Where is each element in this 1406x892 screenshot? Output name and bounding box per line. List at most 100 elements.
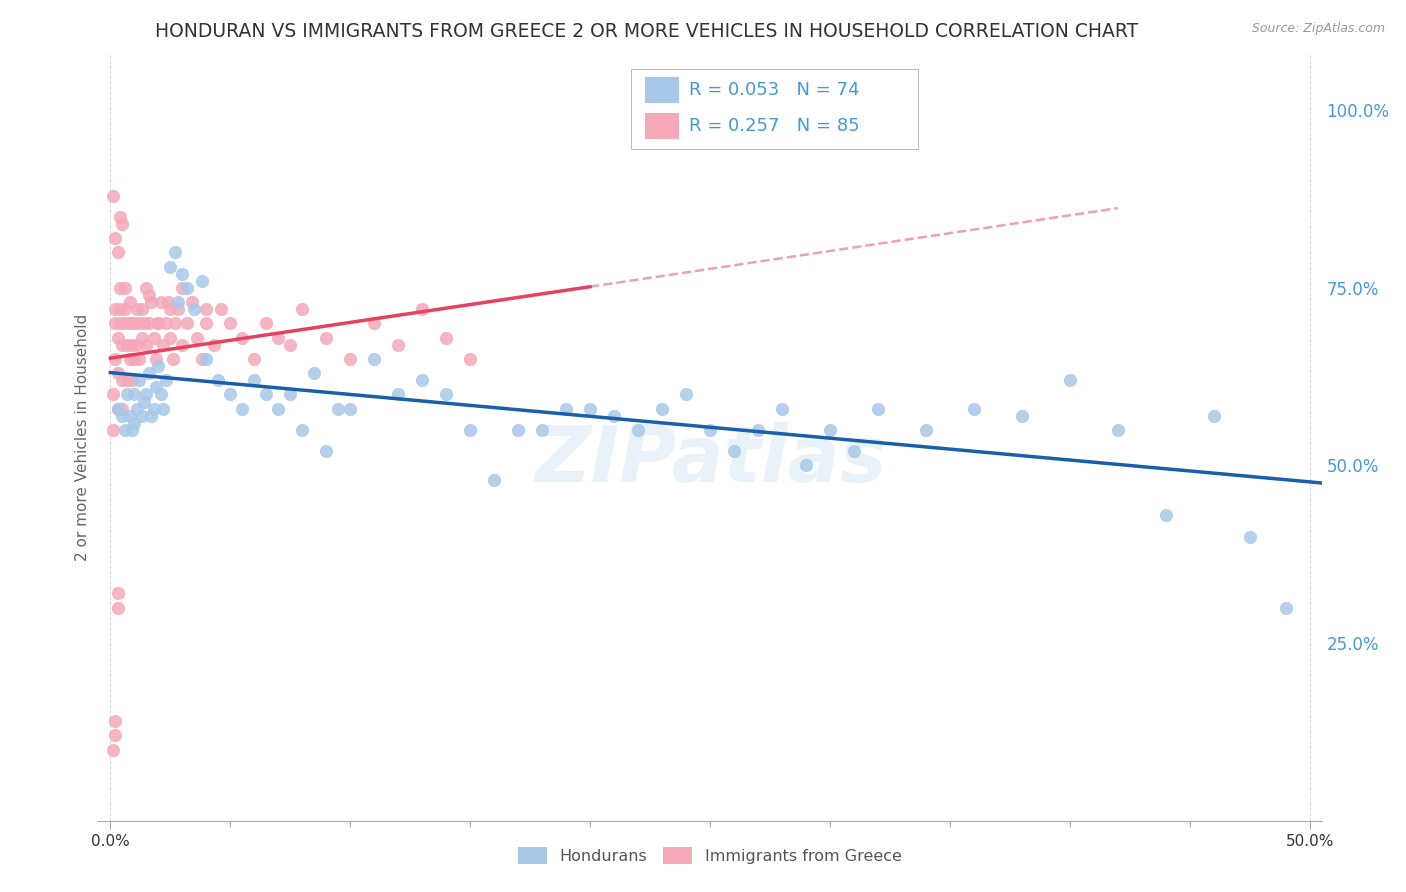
Point <box>124 317 146 331</box>
Point <box>114 423 136 437</box>
Point <box>101 742 124 756</box>
Text: ZIPatlas: ZIPatlas <box>534 422 886 498</box>
Bar <box>645 77 679 103</box>
Point <box>579 401 602 416</box>
Point <box>172 267 194 281</box>
Point <box>243 373 266 387</box>
Point <box>172 337 194 351</box>
Point <box>254 317 277 331</box>
Point <box>176 317 198 331</box>
Point <box>107 586 129 600</box>
Point <box>121 423 143 437</box>
Point <box>149 295 172 310</box>
Point <box>107 331 129 345</box>
Point <box>434 387 457 401</box>
Point <box>124 351 146 366</box>
Point <box>186 331 208 345</box>
Point <box>387 337 409 351</box>
Point <box>124 416 146 430</box>
Point <box>125 337 148 351</box>
Text: HONDURAN VS IMMIGRANTS FROM GREECE 2 OR MORE VEHICLES IN HOUSEHOLD CORRELATION C: HONDURAN VS IMMIGRANTS FROM GREECE 2 OR … <box>155 22 1139 41</box>
Point <box>114 281 136 295</box>
Point <box>181 295 204 310</box>
Point <box>747 423 769 437</box>
Point <box>328 401 350 416</box>
Point <box>166 295 188 310</box>
Point <box>104 317 127 331</box>
Point <box>156 295 179 310</box>
Point <box>411 373 433 387</box>
Point <box>107 245 129 260</box>
Point <box>118 317 141 331</box>
Point <box>118 409 141 423</box>
Point <box>152 401 174 416</box>
Point <box>508 423 530 437</box>
Point <box>115 387 138 401</box>
Point <box>138 288 160 302</box>
Point <box>387 387 409 401</box>
Point <box>770 401 793 416</box>
Point <box>627 423 650 437</box>
Point <box>118 351 141 366</box>
Point <box>1274 600 1296 615</box>
Point <box>108 302 131 317</box>
Point <box>141 295 163 310</box>
Point <box>107 401 129 416</box>
Point <box>111 337 134 351</box>
Point <box>165 245 187 260</box>
Point <box>219 317 242 331</box>
Point <box>132 394 155 409</box>
Point <box>315 331 337 345</box>
Point <box>278 387 301 401</box>
Point <box>339 401 361 416</box>
Point <box>794 458 817 473</box>
Point <box>121 337 143 351</box>
Point <box>219 387 242 401</box>
Point <box>148 359 170 373</box>
Point <box>135 387 157 401</box>
Bar <box>630 69 918 150</box>
Point <box>651 401 673 416</box>
Point <box>107 600 129 615</box>
Point <box>108 317 131 331</box>
Point <box>1202 409 1225 423</box>
Point <box>723 444 745 458</box>
Point <box>291 302 314 317</box>
Point <box>135 337 157 351</box>
Point <box>111 409 134 423</box>
Point <box>363 317 385 331</box>
Y-axis label: 2 or more Vehicles in Household: 2 or more Vehicles in Household <box>75 313 90 561</box>
Point <box>172 281 194 295</box>
Point <box>128 317 150 331</box>
Point <box>115 373 138 387</box>
Point <box>104 302 127 317</box>
Point <box>458 351 481 366</box>
Point <box>131 302 153 317</box>
Point <box>114 317 136 331</box>
Point <box>166 302 188 317</box>
Point <box>104 714 127 729</box>
Point <box>267 401 290 416</box>
Point <box>243 351 266 366</box>
Point <box>107 366 129 380</box>
Point <box>195 317 218 331</box>
Point <box>915 423 938 437</box>
Point <box>159 260 181 274</box>
Point <box>555 401 578 416</box>
Point <box>603 409 626 423</box>
Point <box>111 373 134 387</box>
Point <box>434 331 457 345</box>
Point <box>209 302 232 317</box>
Point <box>207 373 229 387</box>
Legend: Hondurans, Immigrants from Greece: Hondurans, Immigrants from Greece <box>512 841 908 871</box>
Point <box>132 317 155 331</box>
Point <box>108 281 131 295</box>
Point <box>148 317 170 331</box>
Point <box>131 409 153 423</box>
Point <box>115 337 138 351</box>
Point <box>138 317 160 331</box>
Point <box>135 281 157 295</box>
Point <box>114 302 136 317</box>
Point <box>159 331 181 345</box>
Point <box>108 210 131 224</box>
